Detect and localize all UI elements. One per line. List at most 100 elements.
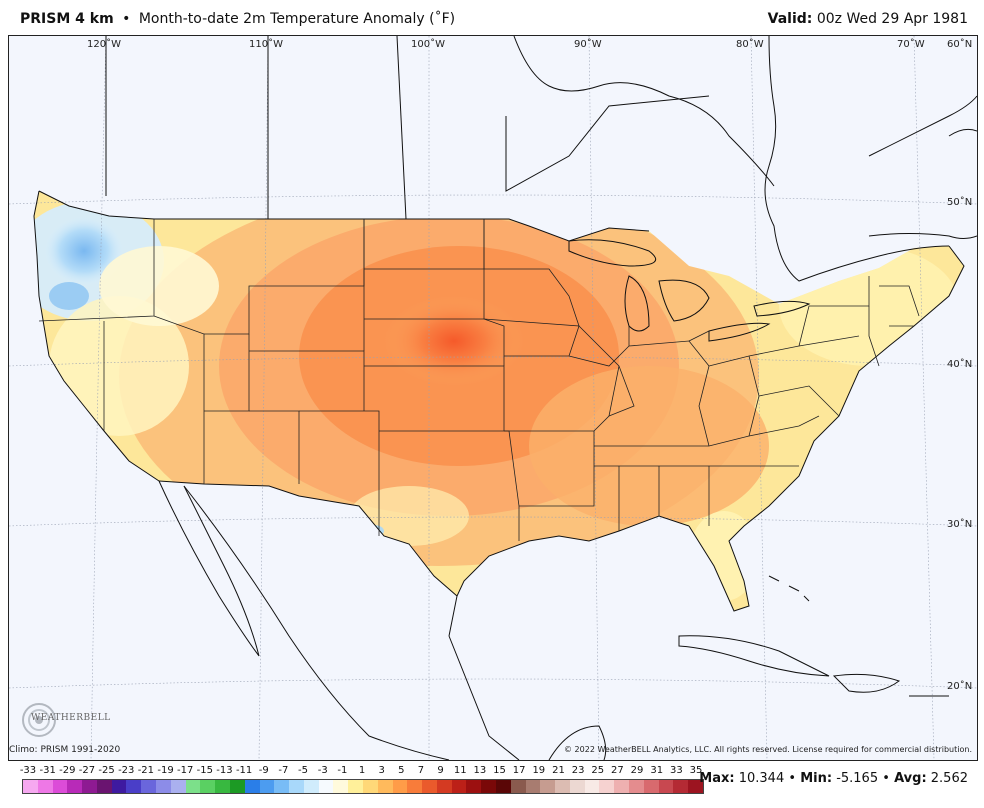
climo-note: Climo: PRISM 1991-2020: [9, 745, 121, 755]
copyright-note: © 2022 WeatherBELL Analytics, LLC. All r…: [564, 745, 972, 754]
lon-label-110w: 110˚W: [249, 39, 283, 50]
lat-label-30n: 30˚N: [947, 519, 973, 530]
lon-label-80w: 80˚W: [736, 39, 764, 50]
legend-tick-label: 13: [473, 765, 487, 776]
legend-tick-label: 25: [591, 765, 605, 776]
legend-tick-label: -11: [235, 765, 253, 776]
legend-tick-label: -19: [157, 765, 174, 776]
valid-label: Valid:: [767, 11, 813, 27]
lat-label-50n: 50˚N: [947, 197, 973, 208]
legend-swatch: [510, 780, 526, 793]
legend-tick-label: 9: [437, 765, 444, 776]
legend-swatch: [229, 780, 245, 793]
product-name: PRISM 4 km: [20, 11, 114, 27]
legend-tick-label: 11: [453, 765, 467, 776]
legend-tick-label: 21: [552, 765, 565, 776]
valid-time: Valid: 00z Wed 29 Apr 1981: [768, 11, 968, 27]
legend-swatch: [643, 780, 659, 793]
legend-swatch: [569, 780, 585, 793]
legend-swatch: [348, 780, 363, 793]
state-borders: [38, 219, 920, 541]
min-label: Min:: [800, 771, 833, 786]
legend-tick-label: 35: [689, 765, 703, 776]
legend-swatch: [688, 780, 703, 793]
legend-tick-label: -3: [317, 765, 328, 776]
weatherbell-logo-text: WEATHERBELL: [31, 713, 111, 723]
legend-tick-label: -15: [196, 765, 213, 776]
lon-label-100w: 100˚W: [411, 39, 445, 50]
max-value: 10.344: [738, 771, 785, 786]
legend-ticks: -33 -31 -29 -27 -25 -23 -21 -19 -17 -15 -13 -11 -9 -7…: [18, 765, 708, 779]
legend-tick-label: 7: [417, 765, 425, 776]
lat-label-20n: 20˚N: [947, 681, 973, 692]
legend-swatch: [82, 780, 97, 793]
legend-tick-label: -23: [118, 765, 135, 776]
anomaly-map: 120˚W 110˚W 100˚W 90˚W 80˚W 70˚W 60˚N 50…: [8, 35, 978, 761]
lon-label-120w: 120˚W: [87, 39, 121, 50]
legend-swatch: [422, 780, 437, 793]
legend-tick-label: -1: [337, 765, 348, 776]
legend-tick-label: -17: [177, 765, 194, 776]
map-header: PRISM 4 km • Month-to-date 2m Temperatur…: [0, 0, 984, 34]
legend-tick-label: -5: [298, 765, 309, 776]
legend-swatch: [333, 780, 349, 793]
legend-swatch: [96, 780, 112, 793]
product-description: Month-to-date 2m Temperature Anomaly (˚F…: [138, 11, 456, 27]
legend-swatch: [436, 780, 452, 793]
legend-swatch: [407, 780, 423, 793]
legend-swatch: [67, 780, 83, 793]
legend-swatch: [111, 780, 127, 793]
max-label: Max:: [699, 771, 735, 786]
legend-swatch: [614, 780, 630, 793]
legend-tick-label: -31: [39, 765, 56, 776]
color-legend: -33 -31 -29 -27 -25 -23 -21 -19 -17 -15 -13 -11 -9 -7…: [18, 765, 708, 805]
legend-swatch: [377, 780, 393, 793]
legend-tick-label: 33: [669, 765, 683, 776]
avg-label: Avg:: [894, 771, 927, 786]
legend-swatch: [658, 780, 674, 793]
lat-label-40n: 40˚N: [947, 359, 973, 370]
legend-swatch: [37, 780, 53, 793]
legend-swatch: [673, 780, 689, 793]
legend-swatch: [555, 780, 570, 793]
legend-swatch: [23, 780, 38, 793]
legend-tick-label: 31: [650, 765, 664, 776]
legend-swatch: [318, 780, 334, 793]
legend-swatch: [185, 780, 201, 793]
valid-time-value: 00z Wed 29 Apr 1981: [816, 11, 968, 27]
legend-swatch: [629, 780, 644, 793]
map-canvas: [9, 36, 977, 760]
lon-label-90w: 90˚W: [574, 39, 602, 50]
legend-swatch: [496, 780, 511, 793]
legend-swatch: [200, 780, 216, 793]
legend-tick-label: 15: [493, 765, 506, 776]
lat-label-60n: 60˚N: [947, 39, 973, 50]
legend-swatch: [126, 780, 142, 793]
legend-swatch: [274, 780, 290, 793]
legend-tick-label: 3: [378, 765, 385, 776]
legend-tick-label: 27: [611, 765, 624, 776]
legend-tick-label: 29: [630, 765, 644, 776]
legend-swatch: [156, 780, 171, 793]
legend-swatch: [215, 780, 230, 793]
legend-tick-label: -33: [19, 765, 37, 776]
legend-tick-label: 17: [512, 765, 526, 776]
legend-tick-label: -9: [258, 765, 269, 776]
lon-label-70w: 70˚W: [897, 39, 925, 50]
legend-tick-label: -25: [98, 765, 115, 776]
avg-value: 2.562: [930, 771, 968, 786]
legend-swatch: [584, 780, 600, 793]
min-value: -5.165: [836, 771, 879, 786]
legend-tick-label: -13: [216, 765, 233, 776]
weatherbell-logo-swirl: [22, 703, 56, 737]
title-separator: •: [122, 11, 131, 27]
legend-swatch: [244, 780, 260, 793]
stat-separator: •: [788, 771, 797, 786]
legend-swatch: [289, 780, 304, 793]
legend-tick-label: 1: [358, 765, 366, 776]
legend-tick-label: -29: [59, 765, 76, 776]
legend-swatch: [259, 780, 275, 793]
legend-tick-label: 23: [571, 765, 585, 776]
legend-swatch: [481, 780, 496, 793]
stat-separator: •: [882, 771, 890, 786]
